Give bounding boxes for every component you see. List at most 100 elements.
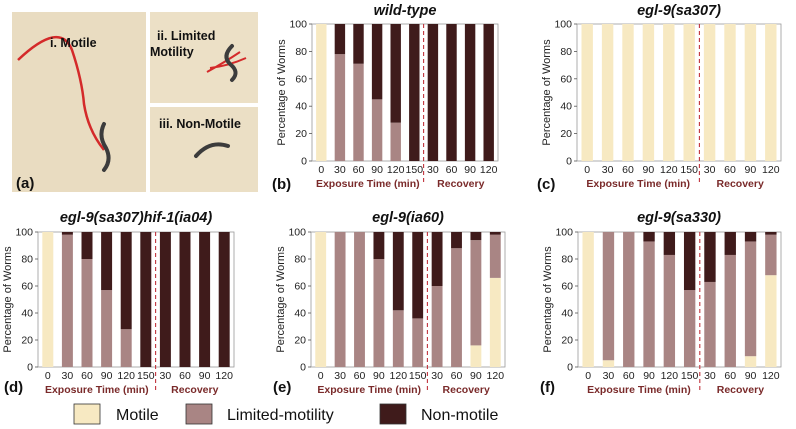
bar-limited-e-6 (431, 286, 443, 367)
x-tick-label-e: 30 (334, 370, 346, 382)
bar-limited-e-1 (334, 232, 346, 367)
photo-label-limited-line2: Motility (150, 45, 194, 59)
x-tick-label-f: 60 (724, 370, 736, 382)
legend-swatch-nonmotile (379, 403, 407, 425)
y-tick-label-f: 0 (567, 362, 573, 374)
x-tick-label-f: 120 (762, 370, 780, 382)
bar-nonmotile-b-3 (371, 24, 383, 100)
bar-nonmotile-f-3 (643, 232, 655, 242)
y-tick-label-f: 80 (561, 254, 573, 266)
bar-nonmotile-b-6 (427, 24, 439, 161)
y-tick-label-d: 0 (27, 362, 33, 374)
bar-motile-b-0 (316, 24, 327, 161)
y-tick-label-b: 20 (295, 128, 307, 140)
bar-limited-e-4 (392, 310, 404, 367)
bar-limited-b-2 (353, 63, 364, 162)
bar-limited-f-7 (724, 254, 736, 367)
bar-nonmotile-d-4 (120, 232, 132, 330)
bar-limited-f-5 (683, 290, 696, 367)
xlabel-exposure-e: Exposure Time (min) (317, 384, 421, 396)
xlabel-recovery-f: Recovery (717, 384, 764, 396)
bar-nonmotile-e-5 (412, 232, 424, 319)
ylabel-d: Percentage of Worms (2, 246, 14, 353)
charts-group: 0 20 40 60 80 100 0 30 60 90 120 150 30 60 90 120 Exposu… (2, 3, 782, 396)
y-tick-label-b: 80 (295, 46, 307, 58)
bar-nonmotile-d-6 (159, 232, 171, 367)
x-tick-label-d: 120 (215, 370, 233, 382)
bar-motile-e-8 (470, 345, 482, 367)
photo-label-limited-line1: ii. Limited (157, 29, 215, 43)
chart-title-d: egl-9(sa307)hif-1(ia04) (60, 210, 212, 226)
legend-swatch-motile (73, 403, 101, 425)
y-tick-label-c: 20 (560, 128, 572, 140)
y-tick-label-d: 40 (21, 308, 33, 320)
x-tick-label-c: 120 (762, 164, 780, 176)
legend: Motile Limited-motility Non-motile (73, 403, 498, 425)
bar-limited-d-4 (120, 329, 132, 367)
bar-motile-c-9 (765, 24, 777, 161)
bar-nonmotile-b-1 (334, 24, 346, 55)
bar-motile-c-1 (601, 24, 614, 161)
bar-nonmotile-f-8 (744, 232, 757, 242)
bar-nonmotile-b-2 (353, 24, 364, 64)
ylabel-f: Percentage of Worms (542, 246, 554, 353)
bar-motile-e-0 (315, 232, 327, 367)
worm-limited (224, 44, 238, 82)
bar-nonmotile-b-5 (409, 24, 420, 161)
chart-title-e: egl-9(ia60) (372, 210, 444, 226)
y-tick-label-e: 100 (288, 227, 306, 239)
bar-limited-d-1 (61, 234, 73, 367)
x-tick-label-c: 120 (660, 164, 678, 176)
y-tick-label-b: 40 (295, 101, 307, 113)
x-tick-label-e: 90 (470, 370, 482, 382)
xlabel-exposure-d: Exposure Time (min) (45, 384, 149, 396)
y-tick-label-c: 80 (560, 46, 572, 58)
x-tick-label-d: 0 (45, 370, 51, 382)
legend-label-motile: Motile (116, 407, 159, 424)
photo-limited-background (150, 12, 258, 103)
bar-motile-f-9 (765, 275, 777, 367)
y-tick-label-f: 40 (561, 308, 573, 320)
x-tick-label-e: 30 (431, 370, 443, 382)
x-tick-label-b: 90 (464, 164, 476, 176)
bar-nonmotile-b-9 (483, 24, 494, 161)
xlabel-exposure-b: Exposure Time (min) (316, 178, 420, 190)
bar-motile-f-8 (744, 356, 757, 367)
bar-limited-f-3 (643, 241, 655, 367)
x-tick-label-c: 0 (584, 164, 590, 176)
bar-nonmotile-e-9 (489, 232, 501, 235)
x-tick-label-d: 60 (81, 370, 93, 382)
y-tick-label-c: 60 (560, 73, 572, 85)
bar-nonmotile-d-8 (199, 232, 211, 367)
x-tick-label-d: 30 (62, 370, 74, 382)
photo-motile-background (12, 12, 146, 192)
panel-label-d: (d) (4, 379, 23, 396)
bar-limited-f-1 (602, 232, 615, 361)
bar-nonmotile-e-8 (470, 232, 482, 241)
bar-motile-c-4 (663, 24, 675, 161)
legend-label-limited: Limited-motility (227, 407, 334, 424)
legend-swatch-limited (185, 403, 213, 425)
bar-nonmotile-f-6 (704, 232, 716, 282)
bar-nonmotile-d-1 (61, 232, 73, 235)
y-tick-label-c: 100 (554, 19, 572, 31)
x-tick-label-b: 90 (371, 164, 383, 176)
photo-label-nonmotile: iii. Non-Motile (159, 117, 241, 131)
x-tick-label-f: 0 (585, 370, 591, 382)
x-tick-label-e: 150 (409, 370, 427, 382)
bar-motile-e-9 (489, 277, 501, 367)
y-tick-label-f: 100 (555, 227, 573, 239)
bar-limited-f-4 (663, 254, 676, 367)
x-tick-label-b: 120 (480, 164, 498, 176)
bar-limited-e-2 (354, 232, 365, 367)
y-tick-label-b: 100 (289, 19, 307, 31)
y-tick-label-d: 80 (21, 254, 33, 266)
bar-limited-b-1 (334, 54, 346, 161)
x-tick-label-b: 60 (353, 164, 365, 176)
panel-label-e: (e) (273, 379, 291, 396)
x-tick-label-b: 30 (427, 164, 439, 176)
